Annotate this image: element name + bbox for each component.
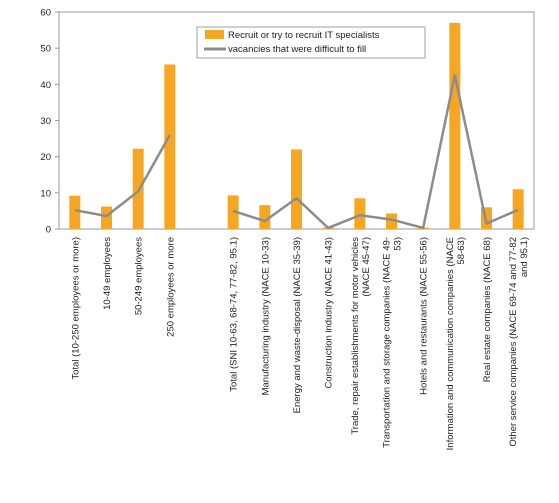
line-segment (232, 74, 519, 230)
x-category-label: 250 employees or more (165, 237, 176, 337)
legend-bar-label: Recruit or try to recruit IT specialists (228, 30, 380, 41)
y-tick-label: 40 (40, 80, 51, 91)
line-segment (74, 134, 171, 218)
y-tick-label: 0 (46, 225, 51, 236)
y-axis: 0 10 20 30 40 50 60 (40, 8, 59, 236)
y-tick-label: 60 (40, 8, 51, 19)
x-category-label: 58-63) (456, 237, 467, 264)
bar (259, 205, 271, 229)
bar (386, 213, 397, 229)
line-series (74, 74, 519, 230)
y-tick-label: 20 (40, 152, 51, 163)
x-category-label: Information and communication companies … (445, 237, 456, 450)
bar (449, 22, 461, 229)
x-category-label: Energy and waste-disposal (NACE 35-39) (292, 237, 303, 413)
x-category-label: Total (10-250 employees or more) (70, 237, 81, 380)
y-tick-label: 30 (40, 116, 51, 127)
bar (354, 198, 366, 229)
legend-box (196, 26, 426, 59)
x-category-label: 53) (393, 237, 404, 251)
bar (101, 206, 112, 229)
x-category-label: Real estate companies (NACE 68) (482, 237, 493, 382)
legend-bar-swatch (205, 30, 224, 39)
x-category-label: Total (SNI 10-63, 68-74, 77-82, 95.1) (229, 237, 240, 392)
y-tick-label: 50 (40, 44, 51, 55)
legend: Recruit or try to recruit IT specialists… (196, 26, 426, 59)
y-tick-label: 10 (40, 188, 51, 199)
x-category-label: 10-49 employees (102, 237, 113, 310)
bar (512, 189, 524, 229)
x-category-label: and 95.1) (519, 237, 530, 277)
legend-line-label: vacancies that were difficult to fill (228, 44, 366, 55)
bar (164, 64, 176, 229)
bar (69, 195, 81, 229)
x-category-label: Other service companies (NACE 69-74 and … (508, 237, 519, 447)
bar (291, 149, 302, 229)
x-category-label: 50-249 employees (134, 237, 145, 315)
x-category-label: Manufacturing industry (NACE 10-33) (260, 237, 271, 395)
x-category-label: Construction industry (NACE 41-43) (324, 237, 335, 389)
x-category-label: Trade, repair establishments for motor v… (350, 237, 361, 435)
x-category-label: Transportation and storage companies (NA… (382, 237, 393, 448)
x-axis-labels: Total (10-250 employees or more) 10-49 em… (70, 237, 530, 451)
x-category-label: (NACE 45-47) (361, 237, 372, 297)
x-category-label: Hotels and restaurants (NACE 55-56) (419, 237, 430, 395)
